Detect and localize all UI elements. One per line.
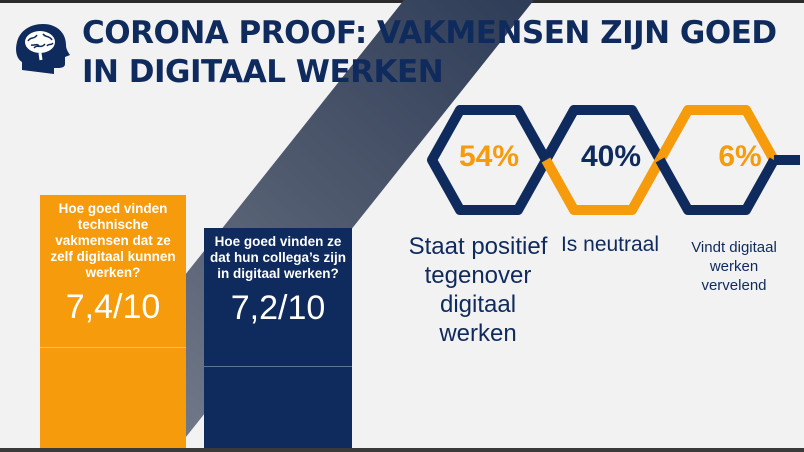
card-score: 7,4/10 <box>65 288 161 326</box>
score-card-colleagues: Hoe goed vinden ze dat hun collega’s zij… <box>204 228 352 452</box>
stat-percent-annoying: 6% <box>718 140 762 173</box>
stat-caption-positive: Staat positief tegenover digitaal werken <box>408 233 548 347</box>
stat-percent-positive: 54% <box>458 140 520 173</box>
stat-caption-neutral: Is neutraal <box>560 233 660 256</box>
score-card-self: Hoe goed vinden technische vakmensen dat… <box>40 195 186 452</box>
slide-title: CORONA PROOF: VAKMENSEN ZIJN GOED IN DIG… <box>82 15 777 90</box>
top-frame-bar <box>0 0 804 3</box>
card-score: 7,2/10 <box>230 289 326 327</box>
card-divider <box>40 347 186 348</box>
stat-percent-neutral: 40% <box>580 140 642 173</box>
card-question: Hoe goed vinden technische vakmensen dat… <box>50 201 176 280</box>
bottom-frame-bar <box>0 448 804 452</box>
hexagon-chain <box>427 105 800 215</box>
stat-caption-annoying: Vindt digitaal werken vervelend <box>691 239 777 294</box>
card-divider <box>204 366 352 367</box>
card-question: Hoe goed vinden ze dat hun collega’s zij… <box>210 234 347 281</box>
brain-head-icon <box>16 24 70 74</box>
